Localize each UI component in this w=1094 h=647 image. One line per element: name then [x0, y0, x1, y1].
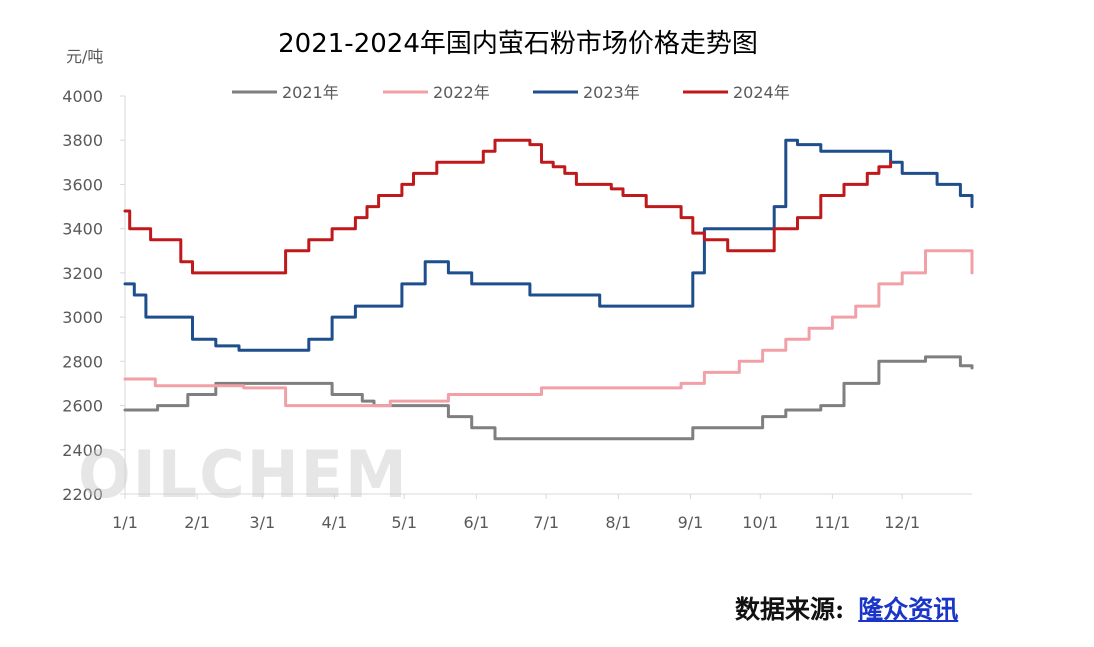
x-tick-label: 4/1 [322, 513, 348, 532]
x-tick-label: 7/1 [533, 513, 559, 532]
x-tick-label: 3/1 [249, 513, 275, 532]
y-tick-label: 3000 [62, 308, 103, 327]
y-tick-label: 3200 [62, 264, 103, 283]
y-tick-label: 2400 [62, 441, 103, 460]
x-tick-label: 12/1 [884, 513, 920, 532]
data-source-label: 数据来源: [735, 595, 845, 624]
series-layer [123, 138, 974, 441]
series-line-4 [123, 138, 893, 275]
legend-label: 2023年 [583, 83, 640, 102]
axes: 2200 2400 2600 2800 3000 3200 3400 3600 3800 4000… [62, 87, 972, 532]
data-source-link[interactable]: 隆众资讯 [858, 595, 959, 624]
legend-label: 2024年 [733, 83, 790, 102]
y-tick-label: 3600 [62, 175, 103, 194]
legend: 2021年 2022年 2023年 2024年 [232, 83, 790, 102]
series-line-1 [123, 355, 974, 441]
chart-title: 2021-2024年国内萤石粉市场价格走势图 [278, 29, 758, 59]
x-tick-label: 1/1 [112, 513, 138, 532]
chart: 2021-2024年国内萤石粉市场价格走势图 元/吨 2021年 2022年 202… [62, 29, 974, 532]
x-tick-label: 8/1 [605, 513, 631, 532]
y-tick-label: 4000 [62, 87, 103, 106]
data-source: 数据来源: 隆众资讯 [735, 590, 958, 626]
x-tick-label: 6/1 [463, 513, 489, 532]
y-tick-label: 2200 [62, 485, 103, 504]
legend-label: 2021年 [282, 83, 339, 102]
x-tick-label: 10/1 [742, 513, 778, 532]
y-tick-label: 2800 [62, 352, 103, 371]
y-tick-label: 2600 [62, 397, 103, 416]
x-tick-label: 5/1 [391, 513, 417, 532]
oilchem-watermark: OILCHEM [78, 436, 409, 513]
x-tick-label: 11/1 [814, 513, 850, 532]
y-tick-label: 3800 [62, 131, 103, 150]
series-line-2 [123, 249, 974, 408]
x-tick-label: 2/1 [184, 513, 210, 532]
series-line-3 [123, 138, 974, 352]
y-axis-unit: 元/吨 [66, 47, 103, 66]
y-tick-label: 3400 [62, 220, 103, 239]
legend-label: 2022年 [433, 83, 490, 102]
x-tick-label: 9/1 [678, 513, 704, 532]
